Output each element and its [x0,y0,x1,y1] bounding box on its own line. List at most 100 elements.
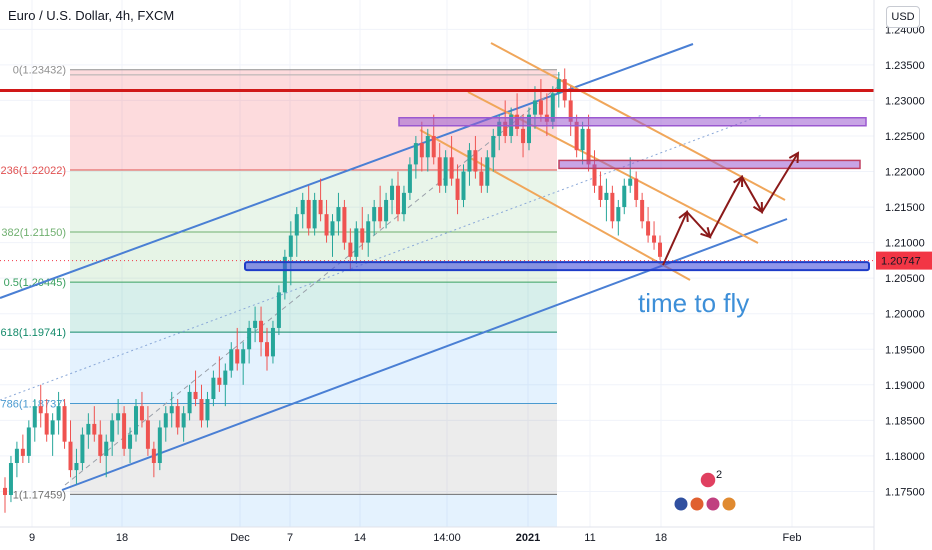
x-tick-label: 9 [29,532,35,544]
candle-body [527,114,531,144]
y-tick-label: 1.20000 [885,309,925,321]
candle-body [443,157,448,186]
badge-circle-top [699,471,717,489]
candle-body [241,349,246,364]
candle-body [104,441,109,456]
x-tick-label: 2021 [516,532,540,544]
candle-body [390,185,395,200]
candle-body [270,327,275,357]
candle-body [163,413,168,428]
candle-body [574,121,579,151]
orange-channel-lower [419,129,691,281]
indicator-badges [673,471,737,512]
middle-resistance-zone [558,159,861,170]
badge-count: 2 [716,469,722,481]
x-tick-label: 11 [584,532,595,544]
candle-body [467,150,472,172]
chart-title: Euro / U.S. Dollar, 4h, FXCM [8,8,175,23]
candle-body [550,93,555,122]
y-tick-label: 1.23500 [885,60,925,72]
candle-body [151,448,156,464]
candle-body [425,135,430,158]
candle-body [634,178,639,200]
candle-body [8,463,13,496]
candle-body [419,143,424,158]
x-tick-label: Dec [230,532,250,544]
fib-level-label: 0.5(1.20445) [4,277,66,289]
candle-body [265,342,269,357]
x-tick-label: 14:00 [433,532,461,544]
fib-level-label: 236(1.22022) [1,165,66,177]
fib-zone-extension [70,494,557,527]
candle-body [20,448,25,456]
candle-body [134,406,138,435]
annotation-text: time to fly [638,288,749,318]
candle-body [86,423,91,435]
candle-body [652,235,657,243]
candle-body [282,256,287,293]
candle-body [342,207,347,243]
x-tick-label: Feb [783,532,802,544]
candle-body [229,349,234,371]
arrow-head [700,227,712,239]
arrow-head [752,201,764,214]
candle-body [306,199,311,229]
candle-body [598,185,603,200]
candle-body [193,391,198,400]
candle-body [497,121,502,136]
candle-body [521,128,526,144]
badge-circle [721,496,737,512]
candle-body [199,399,204,421]
support-zone [244,261,870,272]
arrow-head [733,175,744,188]
candle-body [98,434,103,456]
badge-circle [705,496,721,512]
candle-body [187,391,192,414]
y-tick-label: 1.18000 [885,451,925,463]
last-price-tag [876,251,932,270]
candle-body [247,327,252,350]
candle-body [658,242,662,257]
x-tick-label: 7 [287,532,293,544]
candle-body [32,406,37,428]
candle-body [253,320,258,328]
candles [3,68,662,513]
candle-body [235,349,240,364]
y-tick-label: 1.20500 [885,273,925,285]
candle-body [217,377,222,385]
x-tick-label: 18 [116,532,128,544]
candle-body [44,413,49,435]
candle-body [294,214,299,236]
y-tick-label: 1.22000 [885,167,925,179]
candle-body [56,406,61,421]
candle-body [116,413,121,421]
candle-body [455,178,460,200]
candle-body [372,207,377,222]
candle-body [396,185,400,215]
candle-body [128,434,133,449]
candle-body [259,320,264,343]
candle-body [139,406,144,421]
fib-level-label: 618(1.19741) [1,327,66,339]
fib-zone [70,231,557,283]
candle-body [169,406,174,414]
candle-body [628,178,633,186]
candle-body [580,128,585,151]
candle-body [384,199,389,222]
candle-body [610,192,615,222]
candle-body [348,242,353,257]
badge-circle [689,496,705,512]
candle-body [646,221,651,236]
candle-body [300,199,305,215]
candle-body [622,185,627,208]
candle-body [330,221,335,236]
candle-body [14,448,19,464]
candle-body [437,157,442,186]
candle-body [312,199,317,229]
currency-button[interactable]: USD [886,6,920,28]
x-tick-label: 14 [354,532,366,544]
fib-zone [70,403,557,495]
candle-body [276,292,281,328]
candle-body [616,207,621,222]
